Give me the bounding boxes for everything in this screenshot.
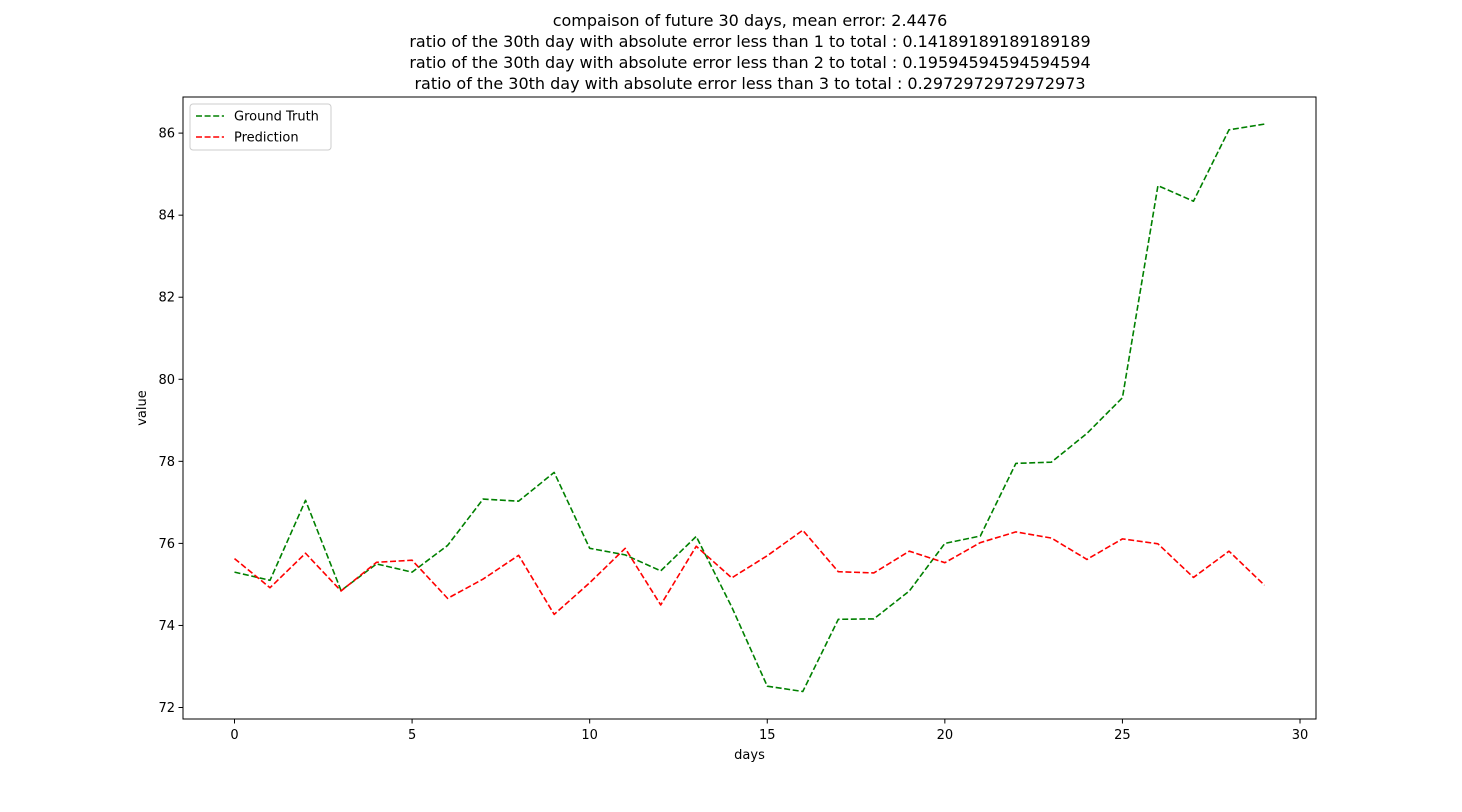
x-tick-label: 15 <box>759 728 776 743</box>
legend-box <box>189 103 332 151</box>
legend-label: Prediction <box>234 131 299 146</box>
legend: Ground Truth Prediction <box>189 103 332 151</box>
y-tick-label: 74 <box>158 619 175 634</box>
y-tick-label: 86 <box>158 127 175 142</box>
series-line-prediction <box>233 529 1266 616</box>
chart-title: compaison of future 30 days, mean error:… <box>409 11 1090 93</box>
x-tick-label: 25 <box>1114 728 1131 743</box>
y-tick-label: 80 <box>158 373 175 388</box>
title-line-2: ratio of the 30th day with absolute erro… <box>409 32 1090 51</box>
y-axis: 72 74 76 78 80 82 84 86 <box>158 127 183 716</box>
x-axis: 0 5 10 15 20 25 30 <box>230 719 1308 743</box>
y-tick-label: 72 <box>158 701 175 716</box>
plot-area <box>182 96 1317 720</box>
y-tick-label: 84 <box>158 209 175 224</box>
y-tick-label: 78 <box>158 455 175 470</box>
y-tick-label: 76 <box>158 537 175 552</box>
series-line-ground-truth <box>234 123 1265 693</box>
x-tick-label: 30 <box>1292 728 1309 743</box>
title-line-4: ratio of the 30th day with absolute erro… <box>414 74 1085 93</box>
x-tick-label: 0 <box>230 728 238 743</box>
title-line-1: compaison of future 30 days, mean error:… <box>553 11 948 30</box>
title-line-3: ratio of the 30th day with absolute erro… <box>409 53 1090 72</box>
x-tick-label: 20 <box>937 728 954 743</box>
series-group <box>233 123 1266 693</box>
y-axis-label: value <box>135 390 150 426</box>
y-tick-label: 82 <box>158 291 175 306</box>
legend-label: Ground Truth <box>234 110 319 125</box>
x-axis-label: days <box>734 748 765 763</box>
x-tick-label: 10 <box>581 728 598 743</box>
x-tick-label: 5 <box>408 728 416 743</box>
